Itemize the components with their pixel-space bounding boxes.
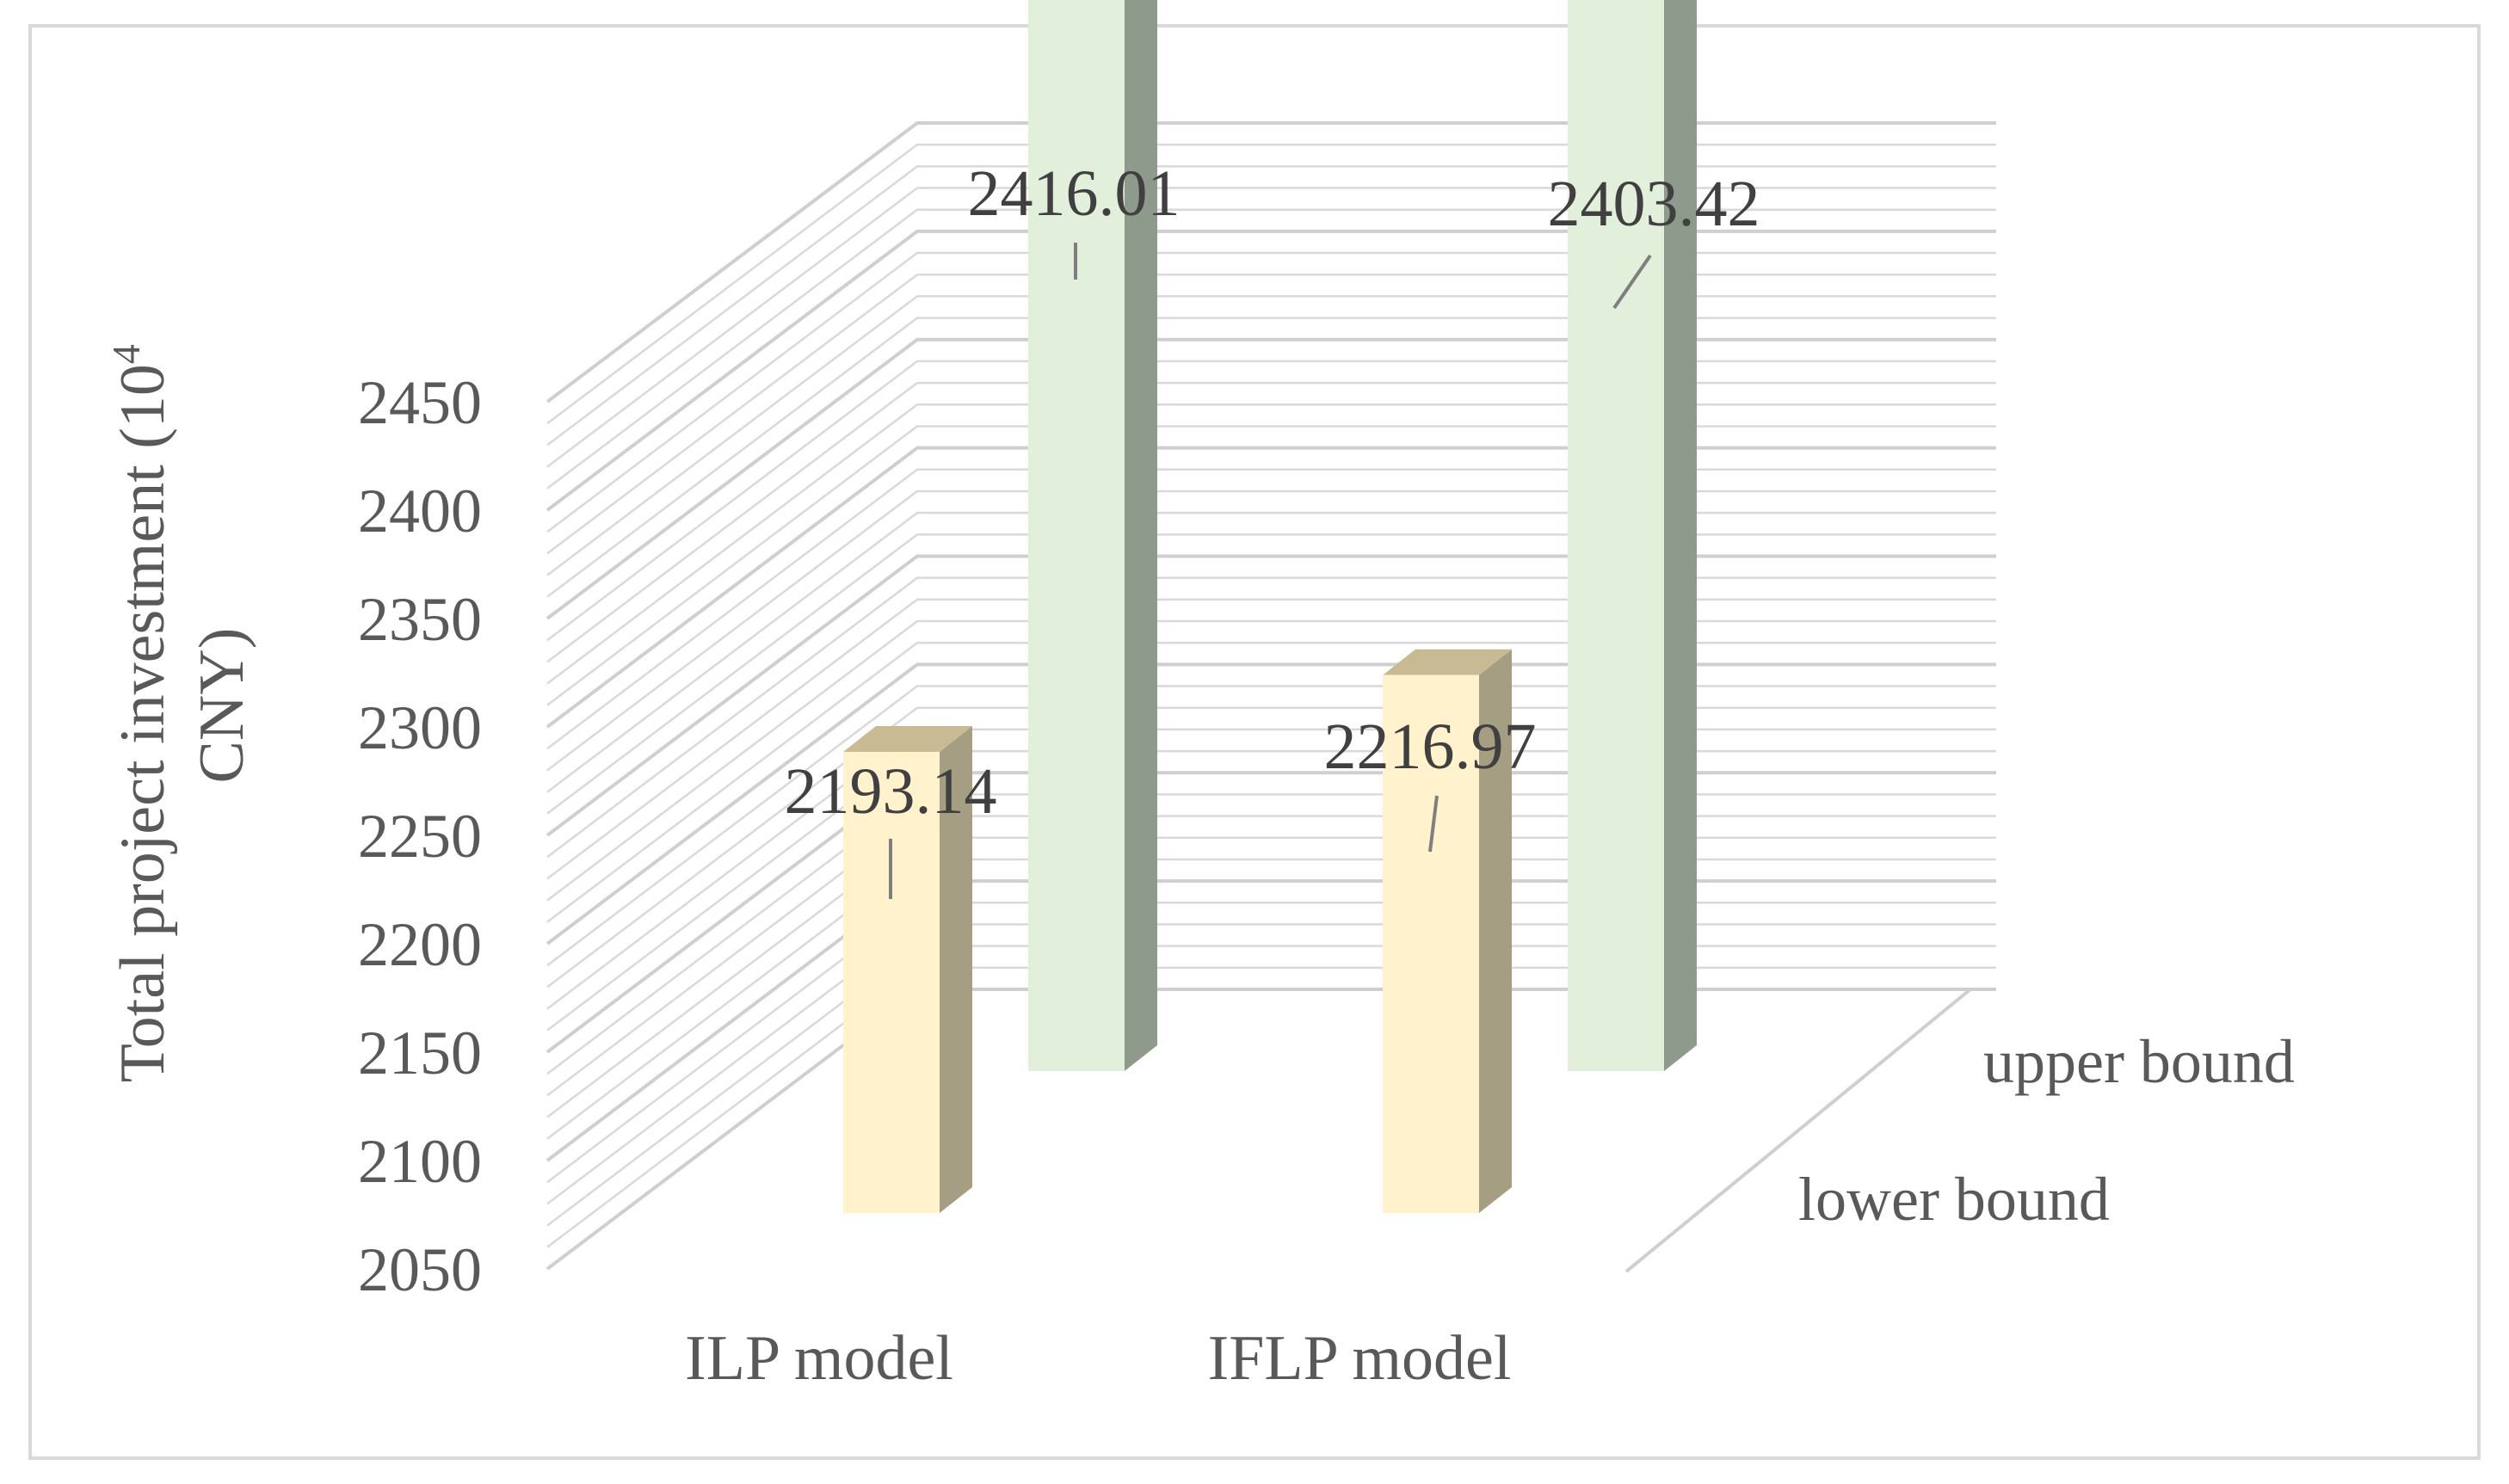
bar-side-face (1664, 0, 1697, 1071)
y-tick-label: 2450 (358, 368, 482, 437)
y-axis-title-main: Total project investment (10 (108, 364, 178, 1082)
y-tick-label: 2250 (358, 802, 482, 871)
bar-side-face (1479, 649, 1512, 1213)
y-tick-label: 2200 (358, 910, 482, 979)
bar-front-face (1568, 0, 1664, 1071)
x-category-label: ILP model (685, 1323, 953, 1394)
y-axis-title-superscript: 4 (104, 344, 148, 364)
data-label: 2193.14 (785, 755, 997, 828)
depth-axis-line (1624, 988, 1972, 1273)
y-axis-title-line2: CNY) (187, 628, 257, 784)
x-category-label: IFLP model (1208, 1323, 1512, 1394)
data-label-leader (1612, 254, 1652, 310)
y-axis-title-line1: Total project investment (104 (104, 344, 178, 1082)
bar-side-face (1125, 0, 1157, 1071)
data-label-leader (1428, 795, 1439, 853)
y-axis-tick-labels: 2050 2100 2150 2200 2250 2300 2350 2400 2450 (358, 368, 482, 1304)
data-label: 2403.42 (1548, 168, 1760, 240)
bar-front-face (1028, 0, 1125, 1071)
bar-lower-ilp (843, 725, 972, 1213)
x-axis-category-labels: ILP model IFLP model (685, 1323, 1511, 1394)
bar-top-face (843, 725, 972, 752)
series-axis-label: lower bound (1798, 1165, 2110, 1234)
depth-axis: lower bound upper bound (1624, 988, 2295, 1273)
y-tick-label: 2150 (358, 1019, 482, 1087)
bar-front-face (1383, 674, 1479, 1213)
y-tick-label: 2300 (358, 693, 482, 762)
data-labels: 2193.14 2416.01 2216.97 2403.42 (785, 157, 1760, 899)
data-label: 2416.01 (968, 157, 1181, 230)
y-tick-label: 2400 (358, 477, 482, 545)
data-label: 2216.97 (1324, 711, 1537, 783)
y-axis-title: Total project investment (104 CNY) (83, 329, 257, 1083)
bars (843, 0, 1697, 1213)
bar-upper-iflp (1568, 0, 1697, 1071)
y-tick-label: 2350 (358, 585, 482, 654)
y-tick-label: 2100 (358, 1127, 482, 1196)
series-axis-label: upper bound (1983, 1027, 2295, 1096)
bar-upper-ilp (1028, 0, 1157, 1071)
bar-lower-iflp (1383, 649, 1512, 1213)
bar-side-face (940, 725, 972, 1213)
bar-top-face (1383, 649, 1512, 675)
bar-front-face (843, 751, 940, 1213)
y-tick-label: 2050 (358, 1235, 482, 1304)
chart-frame (28, 24, 2481, 1460)
